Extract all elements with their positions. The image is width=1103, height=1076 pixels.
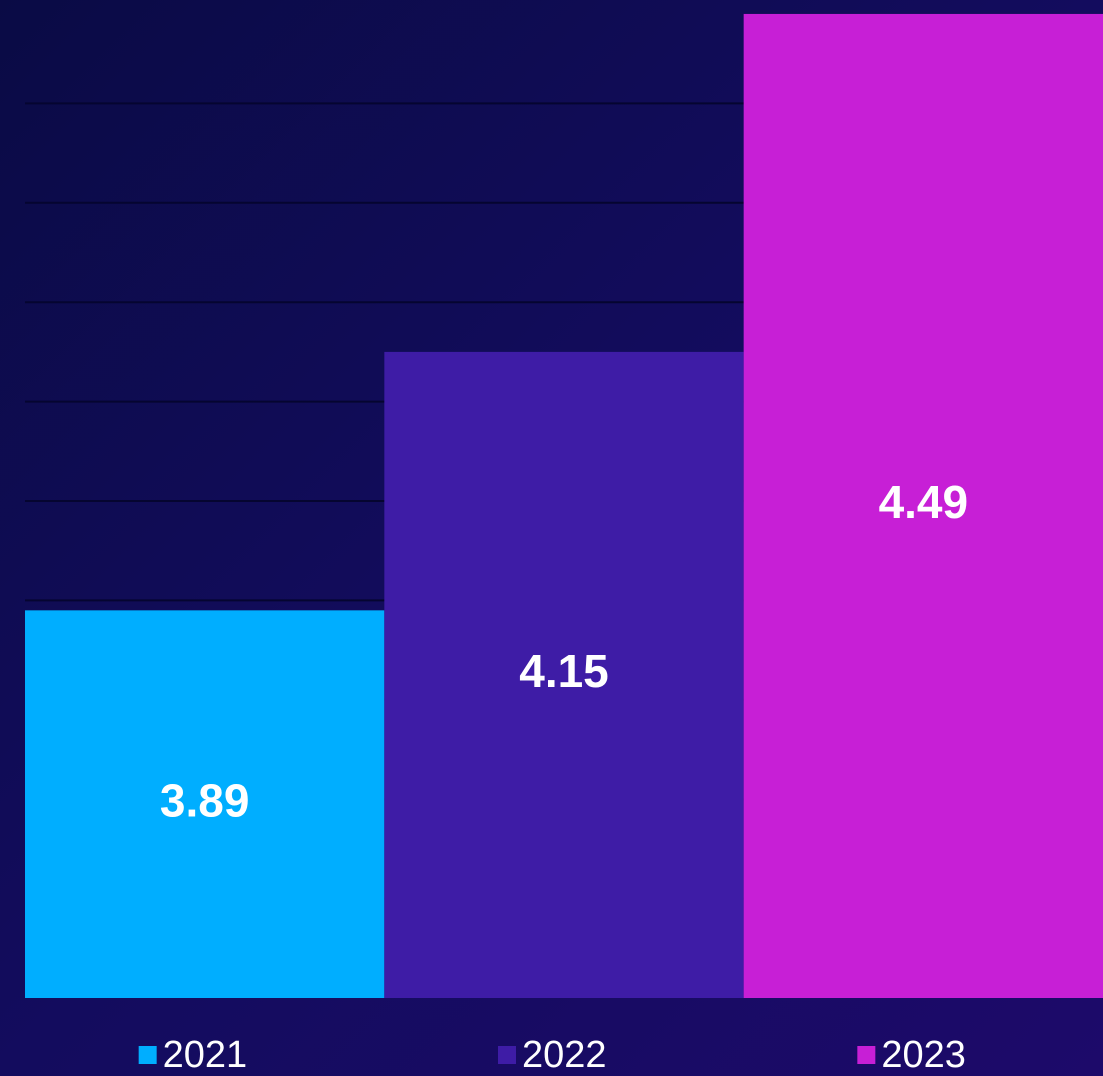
data-label: 4.49 bbox=[879, 476, 969, 528]
data-label: 4.15 bbox=[519, 645, 609, 697]
legend-swatch bbox=[857, 1046, 876, 1064]
bar bbox=[25, 610, 385, 998]
bar bbox=[743, 13, 1103, 998]
legend-swatch bbox=[498, 1046, 516, 1064]
bar bbox=[384, 351, 744, 998]
legend-label: 2023 bbox=[881, 1034, 966, 1076]
legend-label: 2022 bbox=[522, 1034, 607, 1076]
legend-swatch bbox=[138, 1046, 157, 1064]
legend-label: 2021 bbox=[163, 1034, 248, 1076]
data-label: 3.89 bbox=[160, 774, 250, 826]
